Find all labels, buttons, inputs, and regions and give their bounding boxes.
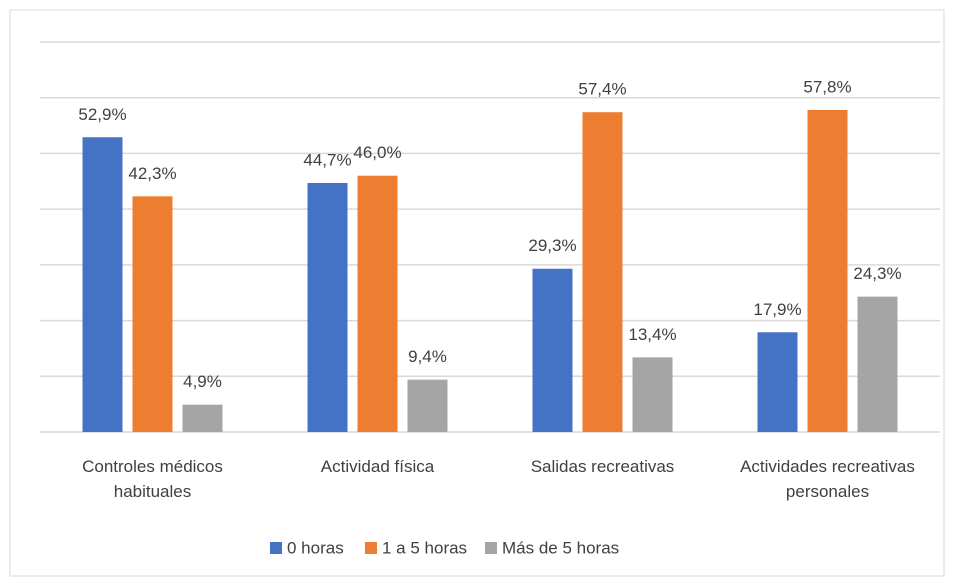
x-tick-label: Actividad física xyxy=(320,457,435,476)
bar xyxy=(532,268,573,432)
data-label: 9,4% xyxy=(408,347,447,366)
bar xyxy=(807,109,848,432)
data-label: 13,4% xyxy=(628,325,676,344)
bar xyxy=(357,175,398,432)
data-label: 24,3% xyxy=(853,264,901,283)
data-label: 57,8% xyxy=(803,77,851,96)
data-label: 17,9% xyxy=(753,300,801,319)
bar xyxy=(582,112,623,432)
legend-swatch xyxy=(365,542,377,554)
legend-swatch xyxy=(485,542,497,554)
data-label: 29,3% xyxy=(528,236,576,255)
data-label: 4,9% xyxy=(183,372,222,391)
bar xyxy=(757,332,798,432)
x-tick-label: Salidas recreativas xyxy=(530,457,675,476)
bar xyxy=(182,404,223,432)
data-label: 57,4% xyxy=(578,80,626,99)
x-tick-label: Controles médicos habituales xyxy=(82,457,223,501)
chart-frame xyxy=(9,9,945,577)
bar xyxy=(82,137,123,432)
data-label: 42,3% xyxy=(128,164,176,183)
data-label: 52,9% xyxy=(78,105,126,124)
data-label: 44,7% xyxy=(303,150,351,169)
bar xyxy=(632,357,673,432)
bar xyxy=(132,196,173,432)
bar xyxy=(307,182,348,432)
legend-label: 0 horas xyxy=(287,538,344,557)
legend-label: 1 a 5 horas xyxy=(382,538,467,557)
legend-swatch xyxy=(270,542,282,554)
data-label: 46,0% xyxy=(353,143,401,162)
bar xyxy=(857,296,898,432)
legend-label: Más de 5 horas xyxy=(502,538,619,557)
bar xyxy=(407,379,448,432)
x-tick-label: Actividades recreativas personales xyxy=(740,457,915,501)
